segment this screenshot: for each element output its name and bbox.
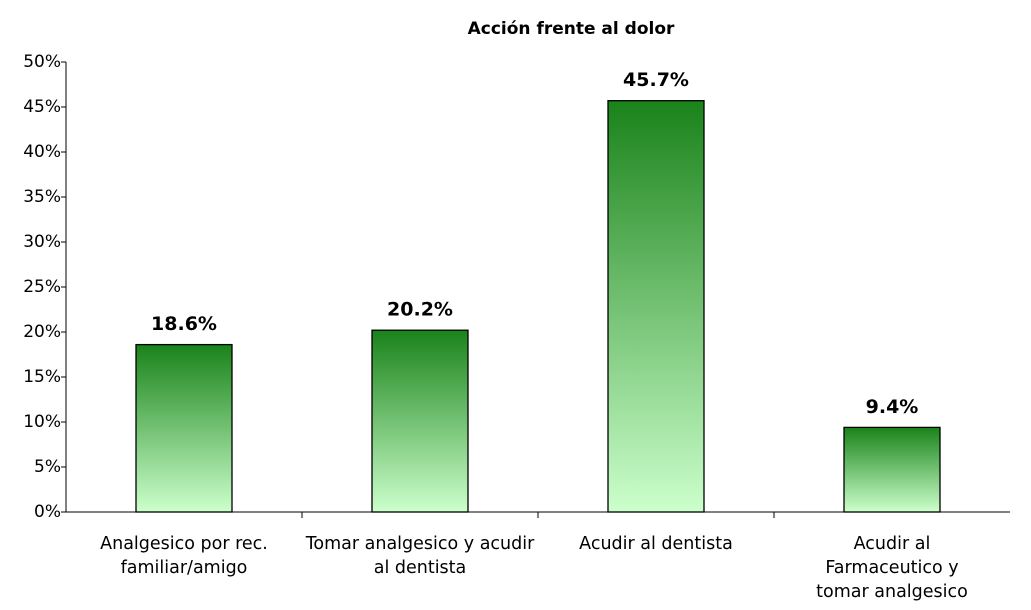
x-tick-label: Tomar analgesico y acudir al dentista [305,534,535,578]
y-tick-label: 25% [23,277,61,297]
bar [371,329,469,513]
y-tick-label: 40% [23,142,61,162]
x-tick-label: Analgesico por rec. familiar/amigo [100,534,268,578]
y-tick-label: 5% [34,457,61,477]
bar [843,426,941,513]
bar [135,343,233,513]
value-label: 9.4% [866,396,919,418]
value-label: 45.7% [623,69,689,91]
chart-title: Acción frente al dolor [468,19,675,39]
y-tick-label: 10% [23,412,61,432]
y-tick-label: 50% [23,52,61,72]
value-label: 18.6% [151,313,217,335]
x-tick-label: Acudir al Farmaceutico y tomar analgesic… [816,534,968,602]
y-tick-label: 45% [23,97,61,117]
y-tick-label: 20% [23,322,61,342]
y-tick-label: 0% [34,502,61,522]
y-tick-label: 15% [23,367,61,387]
y-tick-label: 30% [23,232,61,252]
x-tick-label: Acudir al dentista [579,534,733,554]
y-tick-label: 35% [23,187,61,207]
value-label: 20.2% [387,299,453,321]
bar [607,100,705,513]
